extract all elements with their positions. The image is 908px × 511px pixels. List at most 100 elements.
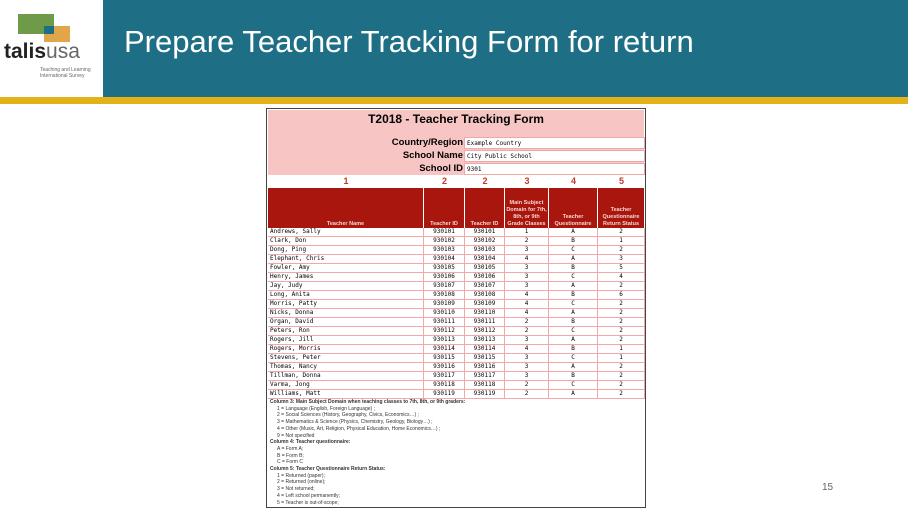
- table-cell[interactable]: Dong, Ping: [268, 246, 424, 255]
- table-cell[interactable]: 930118: [424, 381, 465, 390]
- table-cell[interactable]: 2: [598, 381, 645, 390]
- table-cell[interactable]: Jay, Judy: [268, 282, 424, 291]
- table-cell[interactable]: 930104: [465, 255, 505, 264]
- table-cell[interactable]: 2: [598, 300, 645, 309]
- table-cell[interactable]: 2: [598, 246, 645, 255]
- table-cell[interactable]: Varma, Jong: [268, 381, 424, 390]
- table-cell[interactable]: B: [549, 291, 598, 300]
- table-cell[interactable]: 930116: [465, 363, 505, 372]
- table-cell[interactable]: 930102: [465, 237, 505, 246]
- table-cell[interactable]: 930110: [465, 309, 505, 318]
- table-cell[interactable]: 930101: [465, 228, 505, 237]
- table-cell[interactable]: 5: [598, 264, 645, 273]
- table-cell[interactable]: A: [549, 390, 598, 399]
- table-cell[interactable]: 930113: [424, 336, 465, 345]
- table-cell[interactable]: A: [549, 255, 598, 264]
- table-cell[interactable]: C: [549, 381, 598, 390]
- table-cell[interactable]: 930117: [465, 372, 505, 381]
- table-cell[interactable]: B: [549, 345, 598, 354]
- table-cell[interactable]: 930107: [424, 282, 465, 291]
- table-cell[interactable]: 3: [505, 282, 549, 291]
- table-cell[interactable]: Rogers, Morris: [268, 345, 424, 354]
- table-cell[interactable]: 930119: [424, 390, 465, 399]
- table-cell[interactable]: Morris, Patty: [268, 300, 424, 309]
- table-cell[interactable]: Tillman, Donna: [268, 372, 424, 381]
- table-cell[interactable]: 3: [505, 372, 549, 381]
- table-cell[interactable]: 3: [598, 255, 645, 264]
- field-value[interactable]: Example Country: [464, 137, 645, 149]
- table-cell[interactable]: 930117: [424, 372, 465, 381]
- table-cell[interactable]: 930106: [424, 273, 465, 282]
- table-cell[interactable]: 4: [505, 345, 549, 354]
- table-cell[interactable]: 930114: [424, 345, 465, 354]
- table-cell[interactable]: Long, Anita: [268, 291, 424, 300]
- table-cell[interactable]: 930107: [465, 282, 505, 291]
- table-cell[interactable]: 930104: [424, 255, 465, 264]
- field-value[interactable]: City Public School: [464, 150, 645, 162]
- table-cell[interactable]: Fowler, Amy: [268, 264, 424, 273]
- table-cell[interactable]: 1: [505, 228, 549, 237]
- table-cell[interactable]: 2: [505, 327, 549, 336]
- table-cell[interactable]: 2: [598, 336, 645, 345]
- table-cell[interactable]: 2: [505, 381, 549, 390]
- table-cell[interactable]: 4: [505, 255, 549, 264]
- table-cell[interactable]: 4: [598, 273, 645, 282]
- table-cell[interactable]: Nicks, Donna: [268, 309, 424, 318]
- table-cell[interactable]: Williams, Matt: [268, 390, 424, 399]
- table-cell[interactable]: 2: [505, 318, 549, 327]
- table-cell[interactable]: 3: [505, 336, 549, 345]
- table-cell[interactable]: 2: [598, 309, 645, 318]
- table-cell[interactable]: 930108: [424, 291, 465, 300]
- table-cell[interactable]: 930112: [465, 327, 505, 336]
- table-cell[interactable]: 2: [505, 237, 549, 246]
- table-cell[interactable]: Rogers, Jill: [268, 336, 424, 345]
- table-cell[interactable]: 4: [505, 300, 549, 309]
- table-cell[interactable]: 930111: [424, 318, 465, 327]
- table-cell[interactable]: 930105: [424, 264, 465, 273]
- table-cell[interactable]: A: [549, 282, 598, 291]
- table-cell[interactable]: 930111: [465, 318, 505, 327]
- table-cell[interactable]: 2: [598, 363, 645, 372]
- table-cell[interactable]: 930119: [465, 390, 505, 399]
- table-cell[interactable]: 2: [598, 327, 645, 336]
- table-cell[interactable]: 2: [598, 282, 645, 291]
- table-cell[interactable]: 930108: [465, 291, 505, 300]
- table-cell[interactable]: Thomas, Nancy: [268, 363, 424, 372]
- table-cell[interactable]: Elephant, Chris: [268, 255, 424, 264]
- table-cell[interactable]: B: [549, 372, 598, 381]
- table-cell[interactable]: 2: [598, 318, 645, 327]
- table-cell[interactable]: Clark, Don: [268, 237, 424, 246]
- table-cell[interactable]: 2: [598, 228, 645, 237]
- table-cell[interactable]: 930102: [424, 237, 465, 246]
- table-cell[interactable]: 3: [505, 246, 549, 255]
- table-cell[interactable]: 2: [598, 372, 645, 381]
- table-cell[interactable]: 3: [505, 354, 549, 363]
- table-cell[interactable]: 3: [505, 363, 549, 372]
- table-cell[interactable]: Peters, Ron: [268, 327, 424, 336]
- table-cell[interactable]: 930101: [424, 228, 465, 237]
- table-cell[interactable]: 3: [505, 273, 549, 282]
- table-cell[interactable]: 2: [505, 390, 549, 399]
- table-cell[interactable]: 930115: [424, 354, 465, 363]
- table-cell[interactable]: 930109: [424, 300, 465, 309]
- table-cell[interactable]: B: [549, 318, 598, 327]
- table-cell[interactable]: A: [549, 336, 598, 345]
- table-cell[interactable]: 2: [598, 390, 645, 399]
- table-cell[interactable]: 3: [505, 264, 549, 273]
- table-cell[interactable]: 4: [505, 291, 549, 300]
- table-cell[interactable]: B: [549, 237, 598, 246]
- table-cell[interactable]: B: [549, 264, 598, 273]
- table-cell[interactable]: 930103: [465, 246, 505, 255]
- table-cell[interactable]: 930115: [465, 354, 505, 363]
- table-cell[interactable]: 930109: [465, 300, 505, 309]
- table-cell[interactable]: C: [549, 300, 598, 309]
- table-cell[interactable]: C: [549, 354, 598, 363]
- table-cell[interactable]: 1: [598, 354, 645, 363]
- table-cell[interactable]: 1: [598, 237, 645, 246]
- table-cell[interactable]: 930103: [424, 246, 465, 255]
- table-cell[interactable]: C: [549, 246, 598, 255]
- table-cell[interactable]: A: [549, 228, 598, 237]
- table-cell[interactable]: Andrews, Sally: [268, 228, 424, 237]
- table-cell[interactable]: 930113: [465, 336, 505, 345]
- table-cell[interactable]: 930105: [465, 264, 505, 273]
